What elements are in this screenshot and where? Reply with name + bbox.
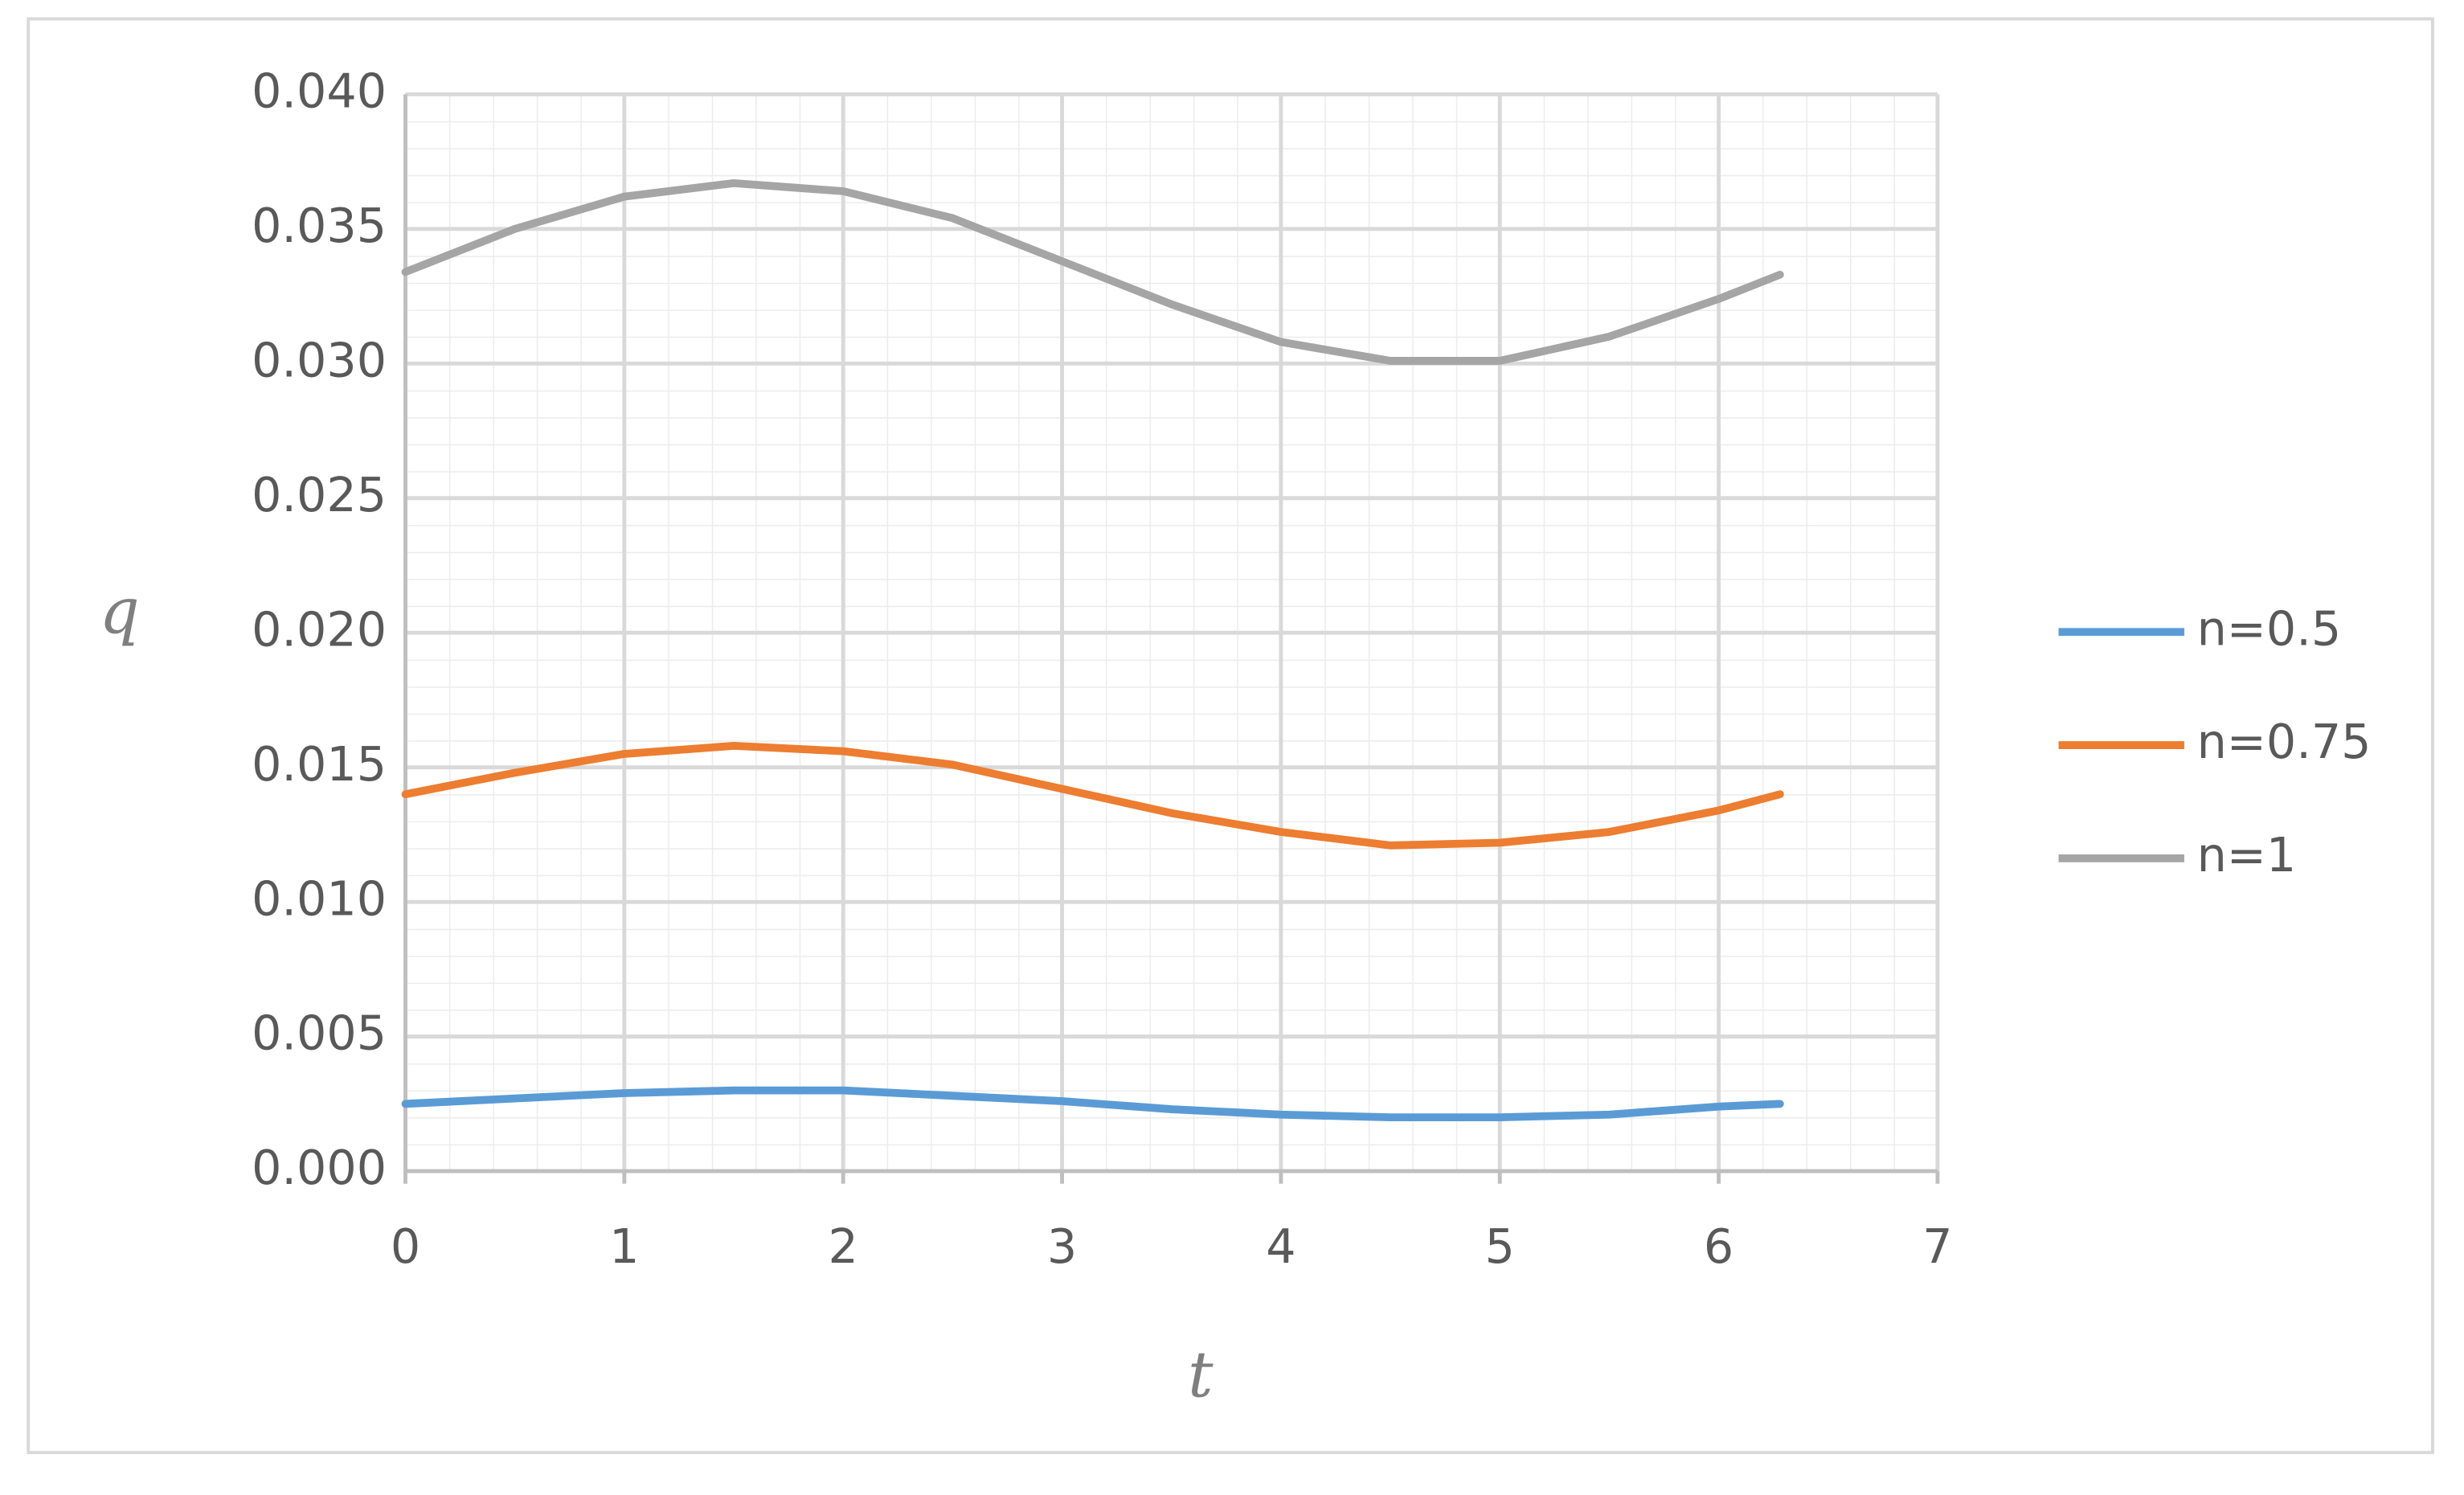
x-tick-label: 2 [829, 1219, 858, 1274]
series-line [401, 178, 1784, 365]
y-tick-label: 0.040 [252, 63, 387, 118]
y-tick-label: 0.030 [252, 333, 387, 387]
x-tick-label: 1 [609, 1219, 639, 1274]
x-tick-label: 4 [1266, 1219, 1295, 1274]
y-tick-label: 0.005 [252, 1006, 387, 1061]
x-tick-label: 0 [391, 1219, 420, 1274]
y-tick-label: 0.015 [252, 737, 387, 792]
legend-label: n=0.5 [2197, 601, 2342, 656]
legend-label: n=1 [2197, 828, 2297, 883]
series-line [401, 1086, 1784, 1121]
y-tick-label: 0.020 [252, 602, 387, 657]
x-tick-label: 3 [1047, 1219, 1077, 1274]
y-axis-label: q [100, 575, 140, 648]
y-tick-label: 0.025 [252, 468, 387, 522]
x-tick-label: 7 [1922, 1219, 1952, 1274]
series-line [401, 742, 1784, 850]
x-tick-label: 5 [1485, 1219, 1515, 1274]
y-tick-label: 0.035 [252, 199, 387, 253]
x-axis-label: t [1188, 1339, 1214, 1412]
y-tick-label: 0.000 [252, 1141, 387, 1195]
x-tick-label: 6 [1704, 1219, 1733, 1274]
legend-label: n=0.75 [2197, 715, 2372, 769]
y-tick-label: 0.010 [252, 871, 387, 926]
